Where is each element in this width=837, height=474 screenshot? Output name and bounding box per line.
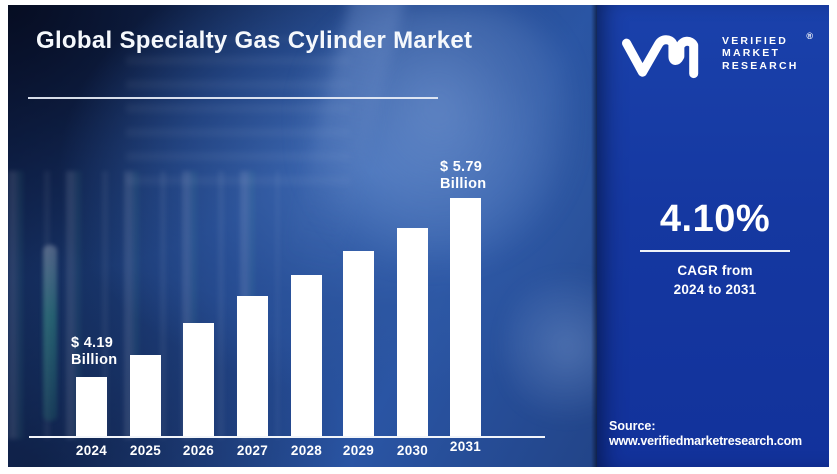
source-label: Source: [609,419,656,433]
bar-2030 [397,228,428,436]
x-tick-2029: 2029 [342,443,375,458]
cagr-stat-block: 4.10% CAGR from 2024 to 2031 [609,198,821,300]
x-tick-2024: 2024 [75,443,108,458]
bar-2028 [291,275,322,436]
source-block: Source: www.verifiedmarketresearch.com [609,419,802,449]
first-bar-value-line1: $ 4.19 [71,335,114,351]
brand-line-market: MARKET [722,47,781,60]
brand-line-research: RESEARCH [722,59,799,72]
last-bar-value-label: $ 5.79 Billion [440,159,486,193]
bar-2029 [343,251,374,436]
x-tick-2026: 2026 [182,443,215,458]
source-url-link[interactable]: www.verifiedmarketresearch.com [609,434,802,448]
cagr-caption-line1: CAGR from [677,263,753,278]
chart-panel: Global Specialty Gas Cylinder Market $ 4… [8,5,597,467]
x-axis-line [29,436,545,438]
bar-2026 [183,323,214,436]
title-divider [28,97,438,99]
cagr-value: 4.10% [659,198,771,240]
x-tick-2030: 2030 [396,443,429,458]
cagr-divider [640,250,790,252]
bar-2025 [130,355,161,436]
x-tick-2027: 2027 [236,443,269,458]
first-bar-value-line2: Billion [71,351,118,368]
vm-monogram-icon [622,35,699,79]
registered-trademark-symbol: ® [806,31,813,41]
x-tick-2025: 2025 [129,443,162,458]
brand-line-verified: VERIFIED [722,35,789,47]
brand-panel: VERIFIED MARKET RESEARCH ® 4.10% CAGR fr… [597,5,829,467]
x-tick-2028: 2028 [290,443,323,458]
bar-chart: $ 4.19 Billion $ 5.79 Billion 2024 2025 20… [8,5,597,467]
cagr-caption: CAGR from 2024 to 2031 [609,262,821,300]
brand-wordmark: VERIFIED MARKET RESEARCH [722,35,799,72]
bar-2027 [237,296,268,436]
bar-2024 [76,377,107,436]
vmr-logo: VERIFIED MARKET RESEARCH ® [621,31,817,83]
first-bar-value-label: $ 4.19 Billion [71,335,117,369]
cagr-caption-line2: 2024 to 2031 [673,281,757,297]
last-bar-value-line1: $ 5.79 [440,159,483,175]
page-title: Global Specialty Gas Cylinder Market [36,27,473,54]
x-tick-2031: 2031 [449,439,482,454]
last-bar-value-line2: Billion [440,175,487,192]
bar-2031 [450,198,481,436]
